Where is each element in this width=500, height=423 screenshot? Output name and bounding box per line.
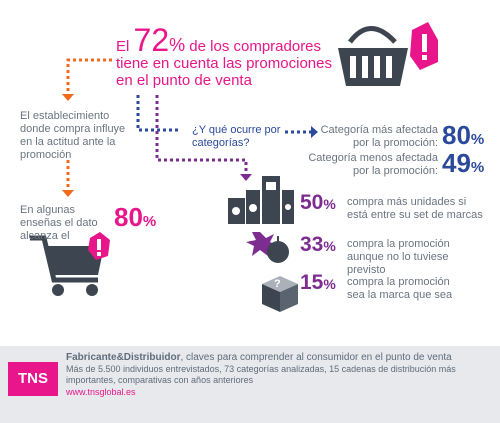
footer-title: Fabricante&Distribuidor [66,352,181,363]
footer-title-line: Fabricante&Distribuidor, claves para com… [66,352,486,364]
box-icon: ? [262,276,298,312]
tns-logo: TNS [8,362,58,396]
svg-text:?: ? [274,278,281,290]
stat-number-3: 15 [300,271,324,294]
headline-rest: de los compradores tiene en cuenta las p… [116,38,332,89]
question-text: ¿Y qué ocurre por categorías? [192,124,281,149]
footer-text: Fabricante&Distribuidor, claves para com… [66,352,486,398]
most-affected-number: 80 [442,120,471,150]
most-affected-unit: % [470,131,485,148]
orange-arrow-top [66,58,112,96]
stat-unit-3: % [323,276,336,292]
some-stores-unit: % [142,213,157,230]
connectors-layer: ? [30,22,438,312]
basket-icon [338,22,438,86]
establishment-text: El establecimiento donde compra influye … [20,110,126,161]
stat-number-2: 33 [300,233,324,256]
orange-arrowhead-top [62,94,74,101]
stat-value-1: 50% [300,192,336,215]
least-affected-unit: % [470,159,485,176]
some-stores-text: En algunas enseñas el dato alcanza el [20,204,98,242]
headline-prefix: El [116,38,134,55]
footer-title-rest: , claves para comprender al consumidor e… [180,352,452,363]
orange-arrowhead-mid [62,190,74,197]
stat-text-2: compra la promoción aunque no lo tuviese… [347,238,450,276]
blue-arrowhead [311,126,318,138]
footer-url[interactable]: www.tnsglobal.es [66,387,136,397]
footer [0,346,500,423]
most-affected-label: Categoría más afectada por la promoción: [320,124,438,149]
products-icon [228,176,294,224]
headline: El 72% de los compradores tiene en cuent… [116,24,351,89]
stat-value-3: 15% [300,272,336,295]
stat-text-1: compra más unidades si está entre su set… [347,196,483,221]
cart-icon [30,232,110,296]
stat-value-2: 33% [300,234,336,257]
stat-unit-2: % [323,238,336,254]
most-affected-value: 80% [442,122,484,153]
some-stores-value: 80% [114,204,156,235]
stat-unit-1: % [323,196,336,212]
headline-value: 72 [133,22,170,58]
stat-number-1: 50 [300,191,324,214]
purple-arrow [155,95,248,176]
blue-arrow [136,95,180,132]
stat-text-3: compra la promoción sea la marca que sea [347,276,453,301]
least-affected-label: Categoría menos afectada por la promoció… [308,152,438,177]
least-affected-number: 49 [442,148,471,178]
apple-icon [246,232,289,263]
footer-details: Más de 5.500 individuos entrevistados, 7… [66,364,456,385]
headline-unit: % [169,35,186,55]
purple-arrowhead [240,174,252,181]
least-affected-value: 49% [442,150,484,181]
some-stores-number: 80 [114,202,143,232]
